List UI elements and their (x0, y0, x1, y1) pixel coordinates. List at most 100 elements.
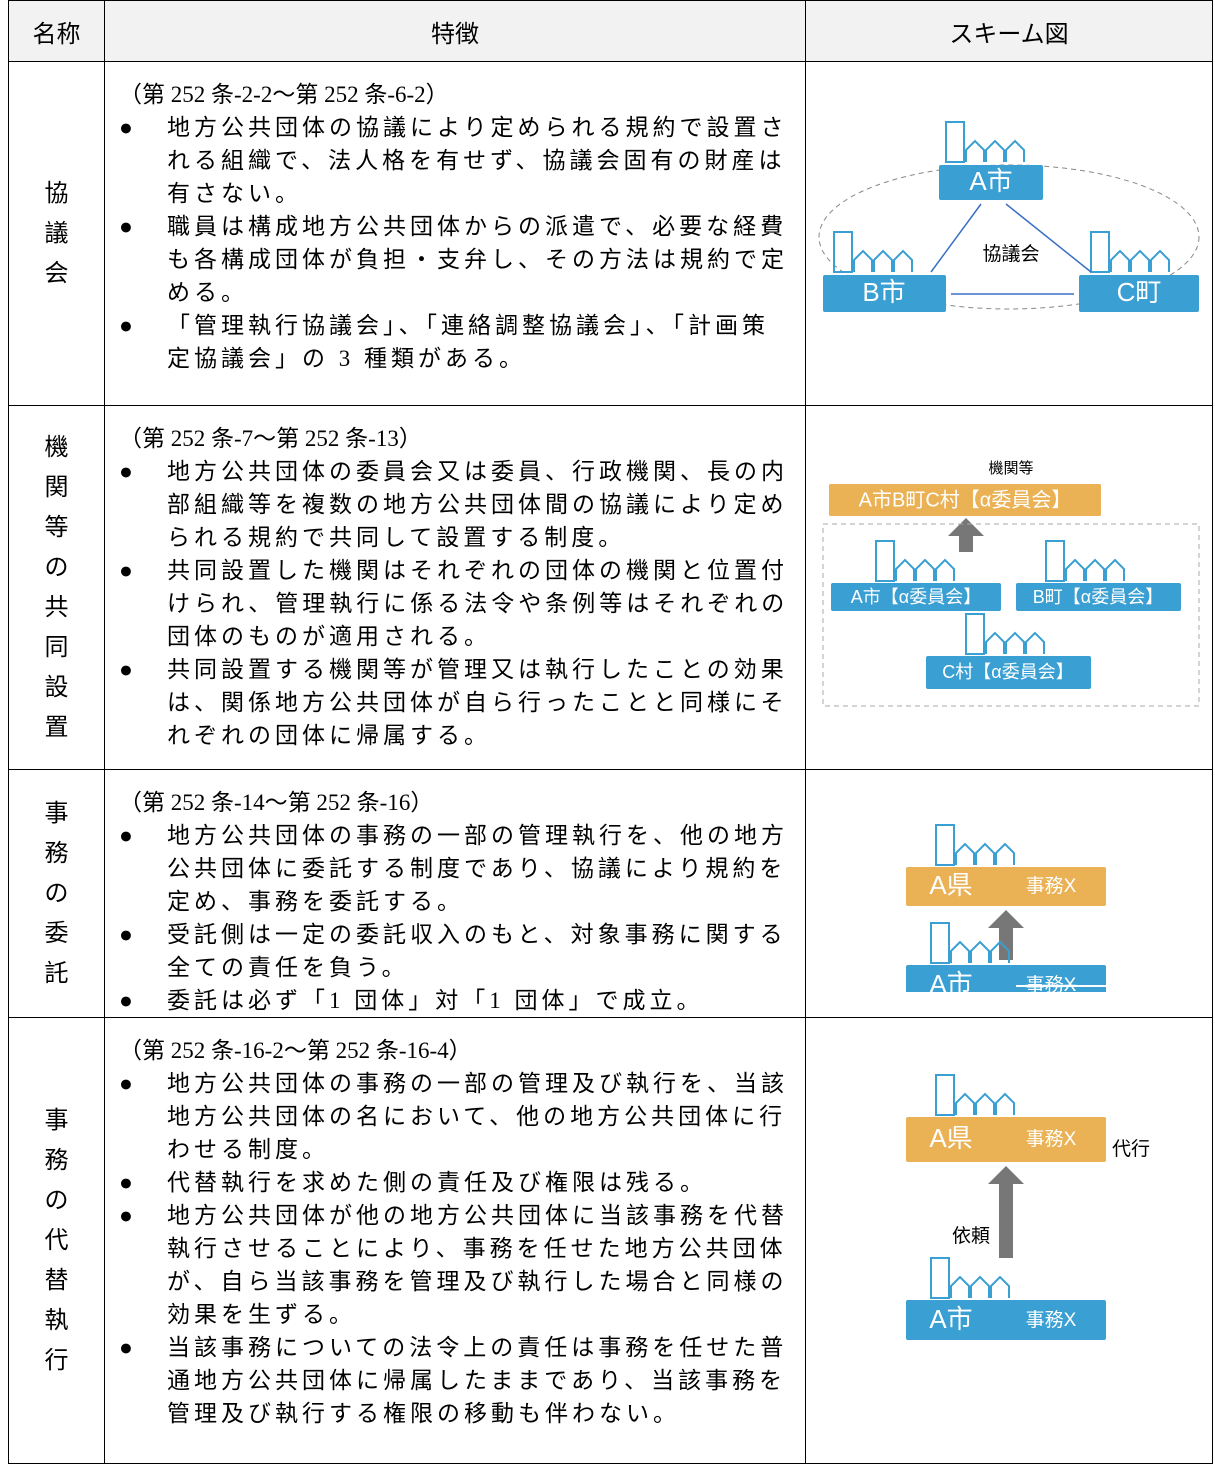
header-row: 名称 特徴 スキーム図 (8, 0, 1213, 62)
house-icon (1005, 139, 1025, 162)
house-icon (955, 1092, 975, 1115)
label-box (1016, 583, 1181, 611)
building-icon (1090, 231, 1110, 273)
building-icon (935, 1074, 955, 1116)
bullet-item: 委託は必ず「1 団体」対「1 団体」で成立。 (119, 984, 795, 1017)
citation: （第 252 条-14～第 252 条-16） (119, 790, 434, 815)
house-icon (950, 940, 970, 963)
label-box (939, 165, 1043, 200)
feature-cell: （第 252 条-14～第 252 条-16） 地方公共団体の事務の一部の管理執行… (104, 769, 806, 1018)
house-icon (895, 558, 915, 581)
bullet-list: 地方公共団体の協議により定められる規約で設置される組織で、法人格を有せず、協議会… (119, 111, 795, 375)
row-name: 事務の委託 (44, 800, 69, 987)
table-row: 事務の委託 （第 252 条-14～第 252 条-16） 地方公共団体の事務の一部… (8, 769, 1213, 1018)
bullet-item: 地方公共団体が他の地方公共団体に当該事務を代替執行させることにより、事務を任せた… (119, 1199, 795, 1331)
house-icon (990, 1275, 1010, 1298)
arrow (959, 534, 973, 552)
row-name: 事務の代替執行 (44, 1107, 69, 1374)
label-box (906, 1117, 1106, 1162)
bullet-item: 代替執行を求めた側の責任及び権限は残る。 (119, 1166, 795, 1199)
building-icon (965, 613, 985, 655)
row-name: 協議会 (44, 180, 69, 287)
diagram-label: 事務X (1026, 1309, 1077, 1331)
diagram-label: C町 (1117, 277, 1162, 307)
house-icon (1105, 558, 1125, 581)
citation: （第 252 条-16-2～第 252 条-16-4） (119, 1038, 472, 1063)
building-icon (1045, 540, 1065, 582)
name-cell: 事務の代替執行 (8, 1017, 105, 1464)
house-icon (975, 1092, 995, 1115)
house-icon (955, 842, 975, 865)
diagram-label: A市 (969, 166, 1012, 196)
diagram-cell: A県 事務X 代行 依頼 A市 事務X (805, 1017, 1213, 1464)
connector (930, 203, 982, 273)
house-icon (985, 139, 1005, 162)
diagram-label: 協議会 (982, 243, 1039, 265)
feature-cell: （第 252 条-16-2～第 252 条-16-4） 地方公共団体の事務の一部の… (104, 1017, 806, 1464)
building-icon (935, 824, 955, 866)
header-cell: スキーム図 (805, 0, 1213, 62)
name-cell: 機関等の共同設置 (8, 405, 105, 770)
bullet-item: 地方公共団体の事務の一部の管理及び執行を、当該地方公共団体の名において、他の地方… (119, 1067, 795, 1166)
arrow (988, 1166, 1024, 1184)
feature-cell: （第 252 条-2-2～第 252 条-6-2） 地方公共団体の協議により定めら… (104, 61, 806, 406)
house-icon (1110, 249, 1130, 272)
diagram-label: 代行 (1112, 1138, 1150, 1160)
diagram-label: A市 (929, 1304, 972, 1334)
header-cell: 特徴 (104, 0, 806, 62)
building-icon (875, 540, 895, 582)
building-icon (945, 121, 965, 163)
diagram-label: A市 (929, 969, 972, 992)
house-icon (1005, 631, 1025, 654)
bullet-item: 「管理執行協議会」、「連絡調整協議会」、「計画策定協議会」の 3 種類がある。 (119, 309, 795, 375)
house-icon (893, 249, 913, 272)
row-name: 機関等の共同設置 (44, 434, 69, 741)
table-row: 機関等の共同設置 （第 252 条-7～第 252 条-13） 地方公共団体の委員会… (8, 405, 1213, 770)
house-icon (935, 558, 955, 581)
bullet-item: 共同設置する機関等が管理又は執行したことの効果は、関係地方公共団体が自ら行ったこ… (119, 653, 795, 752)
bullet-item: 地方公共団体の事務の一部の管理執行を、他の地方公共団体に委託する制度であり、協議… (119, 819, 795, 918)
table-row: 協議会 （第 252 条-2-2～第 252 条-6-2） 地方公共団体の協議により… (8, 61, 1213, 406)
bullet-item: 地方公共団体の協議により定められる規約で設置される組織で、法人格を有せず、協議会… (119, 111, 795, 210)
diagram-label: B町【α委員会】 (1033, 587, 1163, 607)
arrow (948, 518, 984, 536)
house-icon (1085, 558, 1105, 581)
diagram-label: A市B町C村【α委員会】 (859, 488, 1072, 511)
bullet-list: 地方公共団体の事務の一部の管理執行を、他の地方公共団体に委託する制度であり、協議… (119, 819, 795, 1017)
house-icon (970, 940, 990, 963)
diagram-label: A県 (929, 870, 972, 900)
diagram-label: 事務X (1026, 974, 1077, 992)
page: 名称 特徴 スキーム図 協議会 （第 252 条-2-2～第 252 条-6-2）… (0, 0, 1215, 1428)
scheme-diagram: A市 B市 C町 協議会 (818, 121, 1200, 312)
scheme-diagram: 機関等 A市B町C村【α委員会】 A市【α委員会】 B町【α委員会】 C村【α委員会】 (822, 459, 1200, 707)
label-box (926, 656, 1091, 689)
building-icon (833, 231, 853, 273)
connector (1005, 203, 1092, 273)
house-icon (950, 1275, 970, 1298)
house-icon (1025, 631, 1045, 654)
diagram-cell: A市 B市 C町 協議会 (805, 61, 1213, 406)
label-box (831, 583, 1001, 611)
building-icon (930, 1257, 950, 1299)
house-icon (995, 842, 1015, 865)
house-icon (1150, 249, 1170, 272)
house-icon (990, 940, 1010, 963)
diagram-label: A県 (929, 1123, 972, 1153)
label-box (829, 484, 1101, 516)
citation: （第 252 条-7～第 252 条-13） (119, 426, 422, 451)
scheme-table: 名称 特徴 スキーム図 協議会 （第 252 条-2-2～第 252 条-6-2）… (8, 0, 1213, 1464)
house-icon (985, 631, 1005, 654)
bullet-list: 地方公共団体の事務の一部の管理及び執行を、当該地方公共団体の名において、他の地方… (119, 1067, 795, 1430)
house-icon (965, 139, 985, 162)
house-icon (873, 249, 893, 272)
bullet-item: 地方公共団体の委員会又は委員、行政機関、長の内部組織等を複数の地方公共団体間の協… (119, 455, 795, 554)
arrow (999, 1182, 1013, 1258)
diagram-label: B市 (862, 277, 905, 307)
label-box (906, 1300, 1106, 1340)
label-box (1079, 275, 1199, 312)
table-row: 事務の代替執行 （第 252 条-16-2～第 252 条-16-4） 地方公共団体… (8, 1017, 1213, 1464)
label-box (906, 867, 1106, 906)
diagram-label: A市【α委員会】 (851, 587, 981, 607)
